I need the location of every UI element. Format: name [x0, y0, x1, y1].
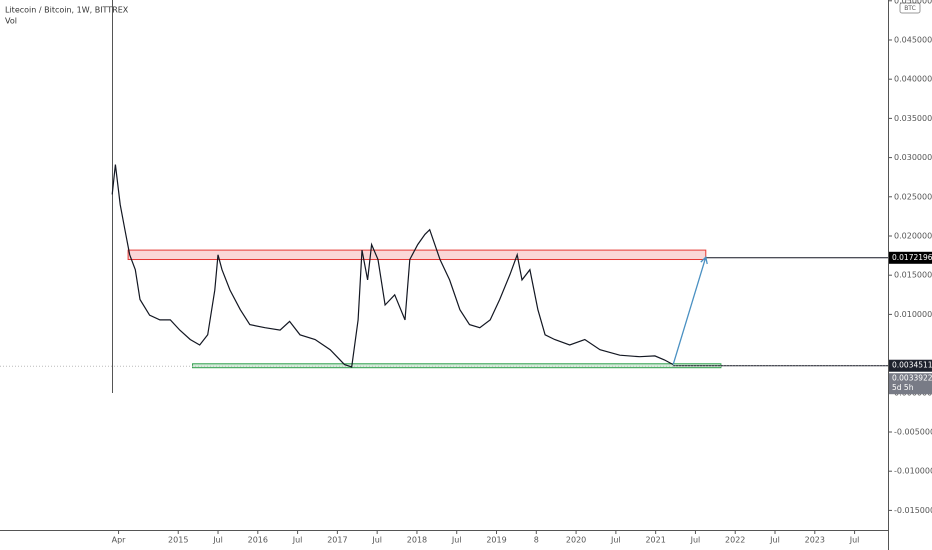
x-tick-label: Jul [849, 536, 860, 545]
x-tick-label: Jul [451, 536, 462, 545]
x-tick-label: Jul [690, 536, 701, 545]
y-tick-label: 0.03500000 [894, 114, 932, 123]
level-label: 0.01721961 [892, 253, 932, 262]
y-tick-label: 0.04500000 [894, 35, 932, 44]
x-tick-label: Jul [292, 536, 303, 545]
x-tick-label: Jul [371, 536, 382, 545]
y-tick-label: -0.01500000 [894, 506, 932, 515]
x-tick-label: 2017 [327, 536, 347, 545]
x-tick-label: 2016 [248, 536, 268, 545]
x-tick-label: 8 [534, 536, 539, 545]
y-tick-label: 0.02000000 [894, 231, 932, 240]
price-line [111, 164, 674, 368]
countdown: 5d 5h [892, 383, 914, 392]
y-tick-label: 0.03000000 [894, 153, 932, 162]
y-tick-label: 0.02500000 [894, 192, 932, 201]
level-label-box [889, 359, 932, 372]
x-tick-label: 2021 [645, 536, 665, 545]
x-tick-label: 2019 [486, 536, 506, 545]
x-tick-label: Jul [610, 536, 621, 545]
unit-box [899, 2, 921, 14]
zone [127, 249, 707, 261]
x-tick-label: 2020 [566, 536, 586, 545]
arrow-line [672, 256, 707, 365]
y-tick-label: -0.00500000 [894, 427, 932, 436]
subtitle: Vol [5, 17, 17, 26]
y-tick-label: -0.01000000 [894, 467, 932, 476]
x-tick-label: 2022 [725, 536, 745, 545]
chart-title: Litecoin / Bitcoin, 1W, BITTREX [5, 6, 129, 15]
y-tick-label: 0.01500000 [894, 271, 932, 280]
y-tick-label: 0.05000000 [894, 0, 932, 5]
arrow-head [700, 255, 708, 265]
level-label: 0.00345117 [892, 361, 932, 370]
unit-label: BTC [904, 5, 916, 12]
x-tick-label: 2015 [168, 536, 188, 545]
level-label-box [889, 251, 932, 264]
x-tick-label: 2023 [805, 536, 825, 545]
x-tick-label: Apr [112, 536, 127, 545]
x-tick-label: Jul [769, 536, 780, 545]
last-price-box [889, 373, 932, 395]
y-tick-label: 0.01000000 [894, 310, 932, 319]
y-tick-label: 0.04000000 [894, 75, 932, 84]
x-tick-label: 2018 [407, 536, 427, 545]
last-price-label: 0.00339226 [892, 374, 932, 383]
x-tick-label: Jul [212, 536, 223, 545]
